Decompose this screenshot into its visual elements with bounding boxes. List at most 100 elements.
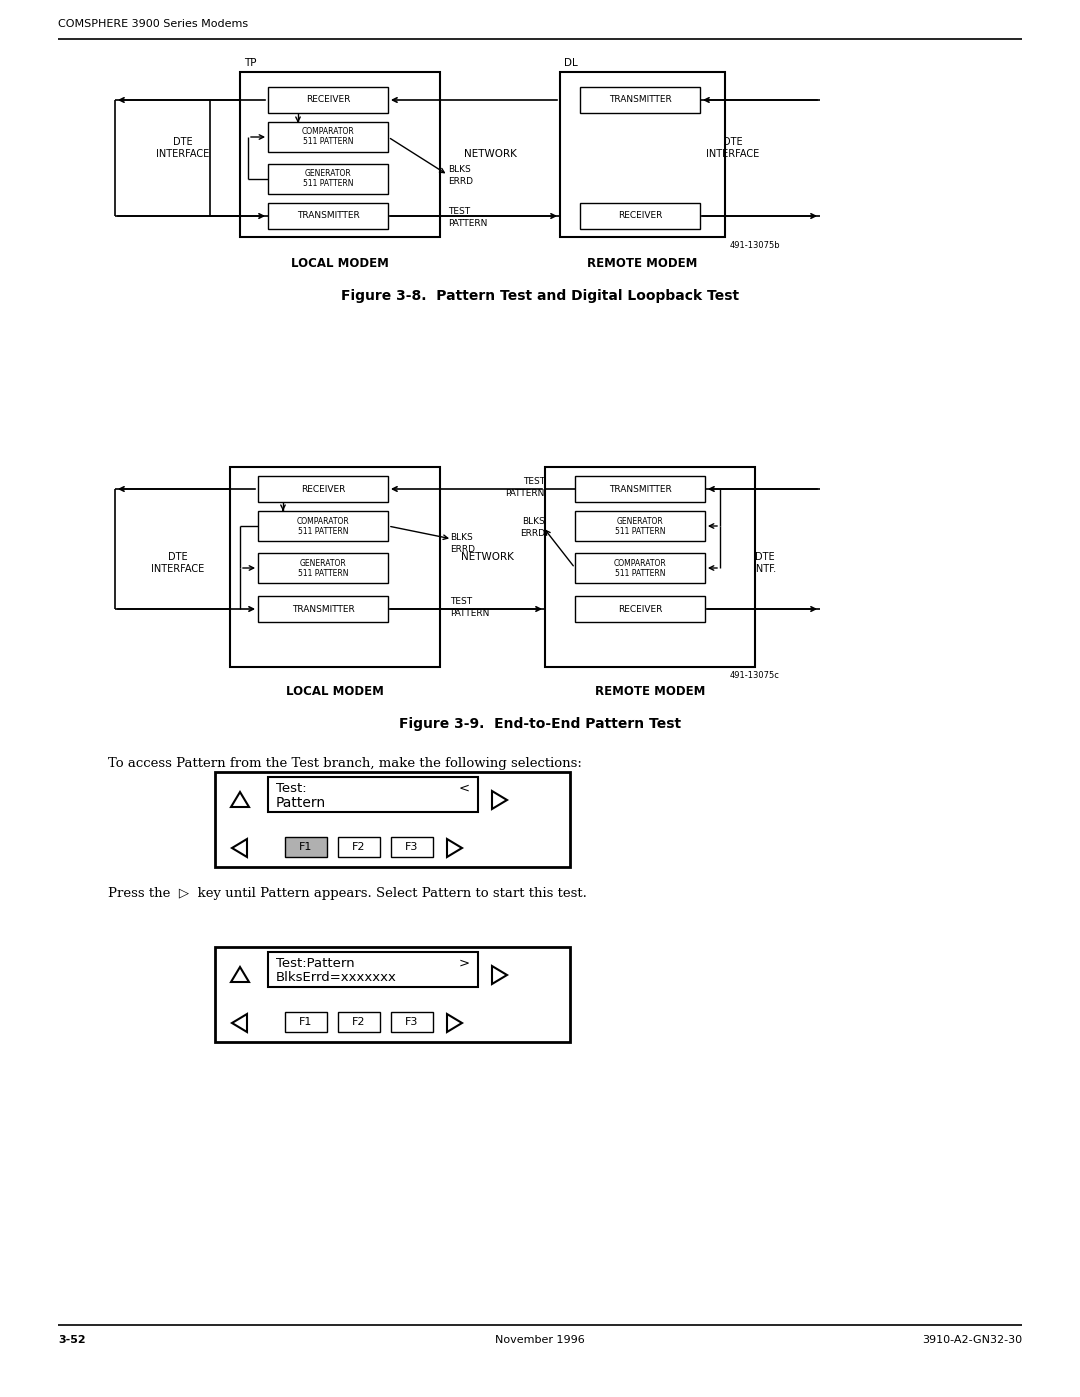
Text: LOCAL MODEM: LOCAL MODEM — [286, 685, 383, 698]
Text: Figure 3-9.  End-to-End Pattern Test: Figure 3-9. End-to-End Pattern Test — [399, 717, 681, 731]
Text: F1: F1 — [299, 842, 313, 852]
Text: ERRD: ERRD — [450, 545, 475, 553]
Text: Figure 3-8.  Pattern Test and Digital Loopback Test: Figure 3-8. Pattern Test and Digital Loo… — [341, 289, 739, 303]
Text: TP: TP — [244, 59, 257, 68]
Text: Test:: Test: — [276, 782, 307, 795]
Text: DTE: DTE — [168, 552, 188, 562]
Text: TRANSMITTER: TRANSMITTER — [609, 485, 672, 493]
Bar — [268, 777, 478, 812]
Text: TRANSMITTER: TRANSMITTER — [609, 95, 672, 105]
Bar — [338, 837, 380, 856]
Text: INTF.: INTF. — [754, 564, 777, 574]
Text: DTE: DTE — [173, 137, 193, 147]
Text: 3-52: 3-52 — [58, 1336, 85, 1345]
Text: COMPARATOR: COMPARATOR — [301, 127, 354, 137]
Text: TRANSMITTER: TRANSMITTER — [297, 211, 360, 221]
Bar — [268, 951, 478, 988]
Bar — [285, 837, 327, 856]
Text: REMOTE MODEM: REMOTE MODEM — [595, 685, 705, 698]
Text: COMPARATOR: COMPARATOR — [613, 559, 666, 567]
Text: DTE: DTE — [724, 137, 743, 147]
Polygon shape — [447, 1014, 462, 1032]
Bar — [230, 467, 440, 666]
Bar — [285, 1011, 327, 1032]
Bar — [268, 163, 388, 194]
Bar — [580, 203, 700, 229]
Bar — [258, 476, 388, 502]
Text: 3910-A2-GN32-30: 3910-A2-GN32-30 — [922, 1336, 1022, 1345]
Text: DTE: DTE — [755, 552, 774, 562]
Polygon shape — [232, 840, 247, 856]
Text: TEST: TEST — [450, 598, 472, 606]
Text: Press the  ▷  key until Pattern appears. Select Pattern to start this test.: Press the ▷ key until Pattern appears. S… — [108, 887, 586, 900]
Text: 491-13075c: 491-13075c — [730, 671, 780, 680]
Text: INTERFACE: INTERFACE — [157, 149, 210, 159]
Text: BLKS: BLKS — [450, 532, 473, 542]
Bar — [215, 773, 570, 868]
Bar — [268, 203, 388, 229]
Text: BLKS: BLKS — [448, 165, 471, 173]
Text: RECEIVER: RECEIVER — [618, 211, 662, 221]
Text: 511 PATTERN: 511 PATTERN — [298, 527, 348, 535]
Text: RECEIVER: RECEIVER — [301, 485, 346, 493]
Text: PATTERN: PATTERN — [450, 609, 489, 619]
Bar — [240, 73, 440, 237]
Text: GENERATOR: GENERATOR — [299, 559, 347, 567]
Bar — [268, 87, 388, 113]
Text: 511 PATTERN: 511 PATTERN — [298, 569, 348, 577]
Text: Pattern: Pattern — [276, 796, 326, 810]
Text: F1: F1 — [299, 1017, 313, 1027]
Text: RECEIVER: RECEIVER — [618, 605, 662, 613]
Text: NETWORK: NETWORK — [463, 149, 516, 159]
Text: PATTERN: PATTERN — [448, 218, 487, 228]
Bar — [215, 947, 570, 1042]
Text: 511 PATTERN: 511 PATTERN — [615, 527, 665, 535]
Text: COMPARATOR: COMPARATOR — [297, 517, 349, 525]
Bar — [258, 553, 388, 583]
Text: GENERATOR: GENERATOR — [617, 517, 663, 525]
Bar — [575, 476, 705, 502]
Text: ERRD: ERRD — [519, 528, 545, 538]
Bar — [391, 837, 433, 856]
Text: <: < — [459, 782, 470, 795]
Text: F2: F2 — [352, 842, 366, 852]
Text: 511 PATTERN: 511 PATTERN — [615, 569, 665, 577]
Bar — [580, 87, 700, 113]
Text: TEST: TEST — [523, 478, 545, 486]
Bar — [545, 467, 755, 666]
Text: INTERFACE: INTERFACE — [151, 564, 204, 574]
Bar — [561, 73, 725, 237]
Text: To access Pattern from the Test branch, make the following selections:: To access Pattern from the Test branch, … — [108, 757, 582, 770]
Bar — [338, 1011, 380, 1032]
Polygon shape — [231, 792, 249, 807]
Text: >: > — [459, 957, 470, 970]
Bar — [575, 511, 705, 541]
Text: Test:Pattern: Test:Pattern — [276, 957, 354, 970]
Text: BLKS: BLKS — [523, 517, 545, 525]
Bar — [575, 597, 705, 622]
Polygon shape — [492, 965, 507, 983]
Text: BlksErrd=xxxxxxx: BlksErrd=xxxxxxx — [276, 971, 396, 983]
Polygon shape — [232, 1014, 247, 1032]
Bar — [268, 122, 388, 152]
Text: F3: F3 — [405, 842, 419, 852]
Polygon shape — [447, 840, 462, 856]
Text: 491-13075b: 491-13075b — [730, 242, 781, 250]
Text: November 1996: November 1996 — [495, 1336, 585, 1345]
Bar — [391, 1011, 433, 1032]
Text: COMSPHERE 3900 Series Modems: COMSPHERE 3900 Series Modems — [58, 20, 248, 29]
Text: ERRD: ERRD — [448, 176, 473, 186]
Text: NETWORK: NETWORK — [460, 552, 513, 562]
Polygon shape — [492, 791, 507, 809]
Bar — [258, 511, 388, 541]
Text: INTERFACE: INTERFACE — [706, 149, 759, 159]
Polygon shape — [231, 967, 249, 982]
Text: RECEIVER: RECEIVER — [306, 95, 350, 105]
Bar — [575, 553, 705, 583]
Text: REMOTE MODEM: REMOTE MODEM — [586, 257, 698, 270]
Text: F3: F3 — [405, 1017, 419, 1027]
Text: DL: DL — [564, 59, 578, 68]
Text: PATTERN: PATTERN — [505, 489, 545, 499]
Text: LOCAL MODEM: LOCAL MODEM — [292, 257, 389, 270]
Text: TEST: TEST — [448, 207, 470, 215]
